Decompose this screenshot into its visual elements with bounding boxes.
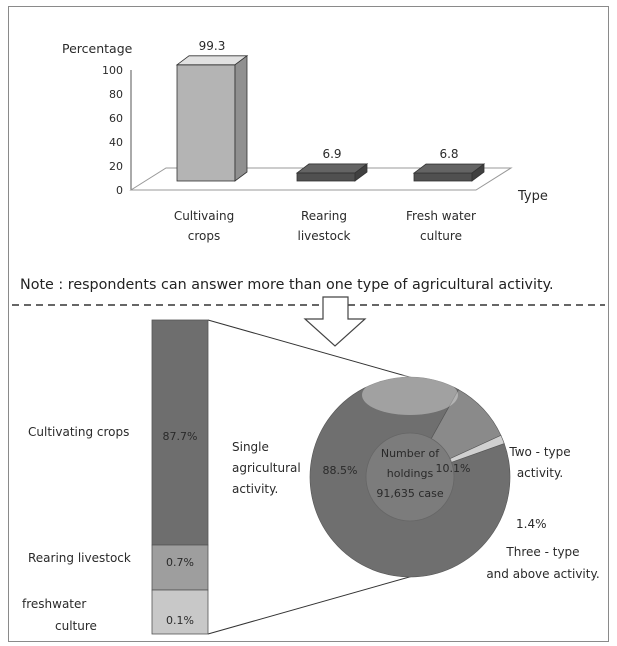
- slice-category-label: Two - type: [508, 445, 570, 459]
- pie-slice-labels: 88.5% 10.1% Single agricultural activity. Two…: [232, 440, 600, 581]
- stack-segment-3: [151, 589, 209, 635]
- category-label: Fresh water: [406, 209, 476, 223]
- bar-2: [295, 163, 369, 182]
- bar-value-label: 99.3: [199, 39, 226, 53]
- stacked-bar: 87.7% 0.7% 0.1%: [151, 319, 209, 635]
- pie-chart-holdings: [309, 375, 511, 578]
- connector-line-top: [207, 319, 421, 381]
- stack-value-label: 87.7%: [163, 430, 198, 443]
- y-tick-label: 100: [102, 64, 123, 77]
- y-tick-label: 80: [109, 88, 123, 101]
- chart-floor: [129, 167, 513, 191]
- bar-value-label: 6.9: [322, 147, 341, 161]
- category-label: Rearing: [301, 209, 347, 223]
- category-label: livestock: [298, 229, 351, 243]
- category-labels: Cultivaing crops Rearing livestock Fresh wat…: [174, 209, 476, 243]
- stack-category-label: freshwater: [22, 597, 86, 611]
- slice-category-label: agricultural: [232, 461, 301, 475]
- category-label: Cultivaing: [174, 209, 234, 223]
- stack-category-label: Rearing livestock: [28, 551, 131, 565]
- slice-value-label: 1.4%: [516, 517, 547, 531]
- bar-1: [175, 55, 249, 182]
- stack-segment-1: [151, 319, 209, 546]
- y-tick-label: 20: [109, 160, 123, 173]
- bar-3: [412, 163, 486, 182]
- bars: 99.3 6.9 6.8: [175, 39, 486, 182]
- connector-line-bottom: [207, 573, 421, 635]
- slice-category-label: Three - type: [505, 545, 579, 559]
- pie-highlight: [362, 375, 458, 415]
- stack-value-label: 0.7%: [166, 556, 194, 569]
- bar-side: [471, 163, 485, 182]
- bar-front: [296, 172, 356, 182]
- y-tick-label: 0: [116, 184, 123, 197]
- stacked-bar-category-labels: Cultivating crops Rearing livestock freshw…: [22, 425, 131, 633]
- slice-category-label: activity.: [232, 482, 278, 496]
- note-text: Note : respondents can answer more than …: [20, 277, 554, 293]
- y-tick-label: 60: [109, 112, 123, 125]
- pie-center-text: Number of: [381, 447, 440, 460]
- x-axis-title: Type: [517, 189, 548, 204]
- y-tick-label: 40: [109, 136, 123, 149]
- y-axis-title: Percentage: [62, 41, 133, 56]
- pie-center-disc: [365, 432, 455, 522]
- bar-value-label: 6.8: [439, 147, 458, 161]
- pie-center-text: holdings: [387, 467, 434, 480]
- slice-value-label: 10.1%: [436, 462, 471, 475]
- slice-category-label: Single: [232, 440, 269, 454]
- slice-category-label: and above activity.: [486, 567, 599, 581]
- pie-center-label: Number of holdings 91,635 case: [376, 447, 444, 500]
- bar-front: [176, 64, 236, 182]
- down-arrow-icon: [303, 296, 367, 347]
- category-label: crops: [188, 229, 220, 243]
- slice-value-label: 88.5%: [323, 464, 358, 477]
- stack-category-label: culture: [55, 619, 97, 633]
- bar-side: [234, 55, 248, 182]
- category-label: culture: [420, 229, 462, 243]
- stack-category-label: Cultivating crops: [28, 425, 129, 439]
- bar-side: [354, 163, 368, 182]
- bar-front: [413, 172, 473, 182]
- figure-frame: [8, 6, 609, 642]
- stack-segment-2: [151, 544, 209, 591]
- pie-center-text: 91,635 case: [376, 487, 444, 500]
- y-tick-labels: 100 80 60 40 20 0: [102, 64, 123, 197]
- stack-value-label: 0.1%: [166, 614, 194, 627]
- slice-category-label: activity.: [517, 466, 563, 480]
